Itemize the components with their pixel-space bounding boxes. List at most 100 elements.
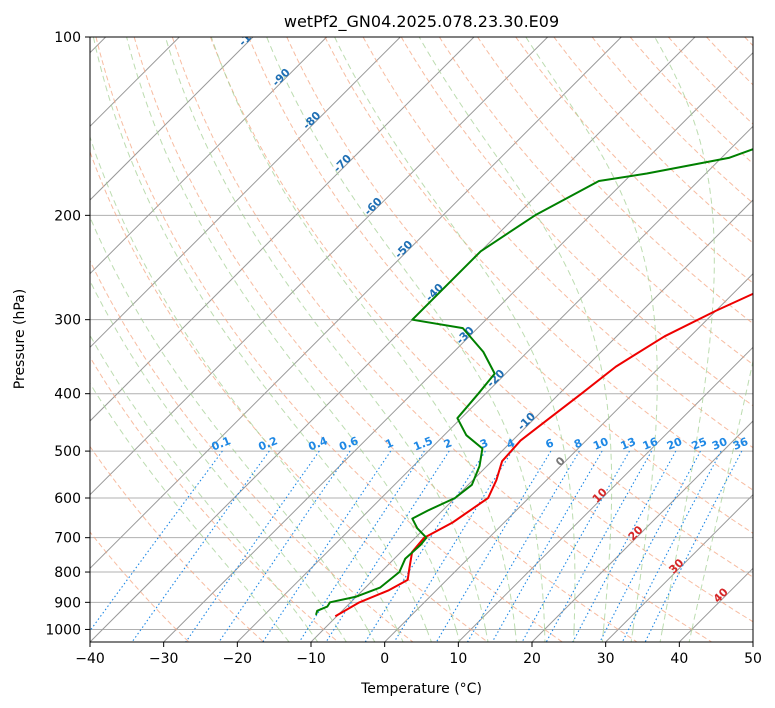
mixing-ratio-label: 2 [442,436,454,451]
y-tick-label: 800 [54,565,81,581]
x-tick-label: 10 [449,651,467,667]
dry-adiabat-line [95,37,563,642]
mixing-ratio-label: 13 [619,435,638,453]
x-tick-label: 40 [670,651,688,667]
mixing-ratio-label: 36 [731,435,750,453]
isotherm-line [90,37,401,349]
isotherm-line [90,37,475,422]
mixing-ratio-line [644,450,743,642]
dry-adiabat-line [515,37,753,284]
dry-adiabat-line [438,37,753,366]
mixing-ratio-label: 20 [665,435,684,453]
y-tick-label: 900 [54,595,81,611]
dry-adiabat-line [133,37,638,642]
isotherm-line [605,493,753,642]
mixing-ratio-label: 25 [690,435,709,453]
moist-adiabat-line [90,334,319,642]
moist-adiabat-line [334,37,576,642]
x-tick-label: 0 [380,651,389,667]
moist-adiabat-line [418,37,613,642]
x-tick-label: −30 [149,651,179,667]
x-tick-label: −40 [75,651,105,667]
dry-adiabat-line [629,37,753,165]
moist-adiabat-line [92,37,432,642]
y-tick-label: 400 [54,387,81,403]
dewpoint-profile-line [315,148,753,616]
mixing-ratio-line [599,450,701,642]
mixing-ratio-line [393,450,513,642]
dry-adiabat-line [400,37,753,407]
isotherm-line [236,125,753,642]
y-tick-label: 600 [54,491,81,507]
moist-adiabat-line [210,37,517,642]
mixing-ratio-label: 1 [383,436,395,451]
mixing-ratio-line [218,450,351,642]
moist-adiabat-line [90,215,376,642]
moist-adiabat-line [688,358,753,642]
chart-title: wetPf2_GN04.2025.078.23.30.E09 [284,12,559,32]
mixing-ratio-line [298,450,425,642]
dry-adiabat-line [362,37,753,449]
plot-frame [89,36,754,643]
dry-adiabat-label: -100 [236,20,265,49]
moist-adiabat-line [90,135,404,642]
dry-adiabat-line [90,259,414,642]
dry-adiabat-line [324,37,753,491]
profiles [315,148,753,618]
dry-adiabat-line [90,445,264,642]
x-tick-label: −20 [223,651,253,667]
background-lines [90,37,753,642]
isotherm-line [531,420,753,642]
dry-adiabat-line [210,37,753,623]
dry-adiabat-line [90,356,339,642]
axes: −40 −30 −20 −10 0 10 20 30 40 50 100 200 300 400 500 60… [45,30,762,667]
moist-adiabat-line [164,37,489,642]
y-tick-label: 1000 [45,622,81,638]
x-tick-label: 30 [597,651,615,667]
y-axis-label: Pressure (hPa) [12,289,28,389]
isotherm-line [90,37,549,496]
dry-adiabat-line [286,37,753,534]
mixing-ratio-label: 3 [478,436,490,451]
isotherm-line [90,37,254,201]
y-tick-label: 700 [54,531,81,547]
isotherm-line [457,346,753,642]
moist-adiabat-line [126,37,461,642]
dry-adiabat-line [248,37,753,578]
y-tick-label: 100 [54,30,81,46]
isotherm-line [163,51,753,642]
isotherm-line [90,37,622,570]
isotherm-line [90,37,696,642]
x-tick-label: 50 [744,651,762,667]
moist-adiabat-line [654,37,715,642]
mixing-ratio-line [545,450,653,642]
mixing-ratio-label: 30 [710,435,729,453]
mixing-ratio-label: 8 [572,436,584,451]
dry-adiabat-line [171,37,712,642]
moist-adiabat-line [90,279,347,642]
isotherm-line [384,272,753,642]
y-tick-label: 500 [54,444,81,460]
mixing-ratio-line [621,450,722,642]
moist-adiabat-line [266,37,546,642]
mixing-ratio-line [572,450,677,642]
x-tick-label: 20 [523,651,541,667]
line-labels: 0.10.20.40.611.52346810131620253036-100-… [210,20,751,606]
y-tick-label: 200 [54,208,81,224]
moist-adiabat-line [525,37,658,642]
mixing-ratio-line [491,450,603,642]
y-tick-label: 300 [54,313,81,329]
temperature-profile-line [334,292,753,618]
mixing-ratio-label: 16 [641,435,660,453]
dry-adiabat-line [553,37,753,244]
mixing-ratio-line [521,450,630,642]
isotherm-line [90,37,328,275]
mixing-ratio-line [90,450,223,632]
x-axis-label: Temperature (°C) [360,681,482,697]
moist-adiabat-line [90,382,290,642]
mixing-ratio-label: 10 [591,435,610,453]
mixing-ratio-line [262,450,392,642]
mixing-ratio-line [185,450,320,642]
